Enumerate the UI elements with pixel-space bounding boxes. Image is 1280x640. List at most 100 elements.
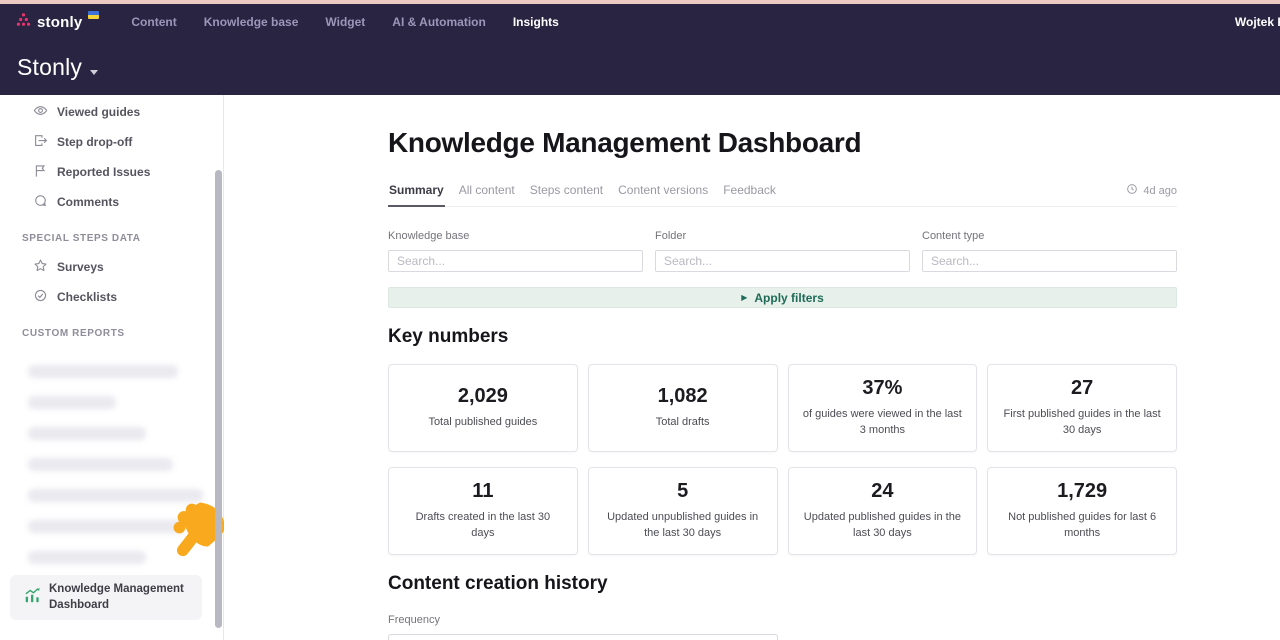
key-numbers-heading: Key numbers <box>388 326 509 347</box>
stat-label: First published guides in the last 30 da… <box>1003 408 1161 436</box>
workspace-title[interactable]: Stonly <box>17 54 83 80</box>
stat-card-total-drafts: 1,082 Total drafts <box>587 364 778 452</box>
stat-value: 1,082 <box>657 385 708 408</box>
knowledge-base-filter-label: Knowledge base <box>388 230 470 242</box>
stat-label: Not published guides for last 6 months <box>1008 511 1157 539</box>
clock-icon <box>1126 183 1138 198</box>
comment-icon <box>33 193 48 211</box>
sidebar-item-label: Knowledge Management Dashboard <box>49 583 184 611</box>
sidebar-item-checklists[interactable]: Checklists <box>0 282 223 312</box>
knowledge-base-filter-input[interactable] <box>388 250 643 272</box>
stat-card-first-published: 27 First published guides in the last 30… <box>987 364 1177 452</box>
stat-label: of guides were viewed in the last 3 mont… <box>802 408 962 436</box>
tab-summary[interactable]: Summary <box>388 183 445 207</box>
tab-feedback[interactable]: Feedback <box>723 183 776 197</box>
sidebar-item-surveys[interactable]: Surveys <box>0 252 223 282</box>
sidebar-item-comments[interactable]: Comments <box>0 187 223 217</box>
eye-icon <box>33 103 48 121</box>
chevron-down-icon[interactable] <box>90 62 99 80</box>
sidebar-scrollbar[interactable] <box>215 170 222 628</box>
stat-card-updated-published: 24 Updated published guides in the last … <box>787 467 978 555</box>
star-icon <box>33 258 48 276</box>
custom-reports-redacted-list <box>0 365 223 564</box>
frequency-select[interactable]: Monthly <box>388 634 778 640</box>
stat-label: Updated published guides in the last 30 … <box>803 511 961 539</box>
last-updated-text: 4d ago <box>1143 184 1177 197</box>
stat-card-viewed-percentage: 37% of guides were viewed in the last 3 … <box>787 364 978 452</box>
step-drop-off-icon <box>33 133 48 151</box>
nav-item-insights[interactable]: Insights <box>512 15 559 29</box>
sidebar-item-label: Comments <box>57 195 120 209</box>
workspace-header: Stonly <box>0 40 1280 95</box>
redacted-report-item[interactable] <box>28 458 173 471</box>
redacted-report-item[interactable] <box>28 396 116 409</box>
sidebar-item-step-drop-off[interactable]: Step drop-off <box>0 127 223 157</box>
stat-value: 2,029 <box>457 385 508 408</box>
sidebar-section-custom-reports: CUSTOM REPORTS <box>22 328 125 339</box>
apply-filters-label: Apply filters <box>754 290 824 305</box>
nav-item-widget[interactable]: Widget <box>325 15 366 29</box>
ukraine-flag-icon <box>88 11 100 19</box>
filters-row: Knowledge base Folder Content type <box>388 230 1177 272</box>
nav-item-knowledge-base[interactable]: Knowledge base <box>203 15 299 29</box>
content-type-filter-label: Content type <box>922 230 985 242</box>
sidebar-section-special-steps-data: SPECIAL STEPS DATA <box>22 233 141 244</box>
redacted-report-item[interactable] <box>28 551 146 564</box>
sidebar-item-viewed-guides[interactable]: Viewed guides <box>0 97 223 127</box>
tab-all-content[interactable]: All content <box>458 183 515 197</box>
sidebar-item-label: Surveys <box>57 260 104 274</box>
stat-label: Total drafts <box>655 416 710 429</box>
nav-item-ai-automation[interactable]: AI & Automation <box>392 15 486 29</box>
top-nav: stonly Content Knowledge base Widget AI … <box>0 4 1280 40</box>
key-numbers-grid: 2,029 Total published guides 1,082 Total… <box>388 364 1177 555</box>
pointing-hand-cursor-icon <box>166 497 225 576</box>
stat-value: 5 <box>677 480 689 503</box>
stat-card-updated-unpublished: 5 Updated unpublished guides in the last… <box>587 467 778 555</box>
sidebar-item-label: Checklists <box>57 290 118 304</box>
redacted-report-item[interactable] <box>28 365 178 378</box>
top-nav-menu: Content Knowledge base Widget AI & Autom… <box>131 15 558 29</box>
sidebar-item-label: Step drop-off <box>57 135 133 149</box>
user-menu[interactable]: Wojtek K <box>1234 15 1280 29</box>
top-accent-line <box>0 0 1280 4</box>
stat-card-total-published-guides: 2,029 Total published guides <box>388 364 578 452</box>
sidebar-item-label: Reported Issues <box>57 165 151 179</box>
frequency-label: Frequency <box>388 614 440 626</box>
nav-item-content[interactable]: Content <box>131 15 177 29</box>
stonly-logo[interactable]: stonly <box>16 11 100 32</box>
redacted-report-item[interactable] <box>28 489 203 502</box>
stat-label: Updated unpublished guides in the last 3… <box>607 511 759 539</box>
check-circle-icon <box>33 288 48 306</box>
sidebar-item-reported-issues[interactable]: Reported Issues <box>0 157 223 187</box>
tab-content-versions[interactable]: Content versions <box>618 183 709 197</box>
stonly-logo-icon <box>16 12 31 32</box>
dashboard-tabs: Summary All content Steps content Conten… <box>388 180 1177 207</box>
folder-filter-input[interactable] <box>655 250 910 272</box>
redacted-report-item[interactable] <box>28 427 146 440</box>
content-creation-history-heading: Content creation history <box>388 573 608 594</box>
redacted-report-item[interactable] <box>28 520 186 533</box>
stat-card-not-published: 1,729 Not published guides for last 6 mo… <box>987 467 1177 555</box>
folder-filter-label: Folder <box>655 230 687 242</box>
page-title: Knowledge Management Dashboard <box>388 127 862 158</box>
stat-value: 24 <box>871 480 894 503</box>
tab-steps-content[interactable]: Steps content <box>529 183 604 197</box>
stat-card-drafts-created: 11 Drafts created in the last 30 days <box>388 467 578 555</box>
stonly-logo-text: stonly <box>37 13 83 31</box>
main-area: Knowledge Management Dashboard Summary A… <box>224 95 1280 640</box>
sidebar-item-label: Viewed guides <box>57 105 141 119</box>
sidebar-item-knowledge-management-dashboard[interactable]: Knowledge Management Dashboard <box>10 575 202 621</box>
chart-icon <box>24 587 41 609</box>
stat-label: Total published guides <box>428 416 538 429</box>
stat-value: 1,729 <box>1057 480 1108 503</box>
last-updated-status: 4d ago <box>1126 183 1177 198</box>
flag-icon <box>33 163 48 181</box>
stat-label: Drafts created in the last 30 days <box>415 511 551 539</box>
apply-filters-button[interactable]: ▶ Apply filters <box>388 287 1177 308</box>
play-icon: ▶ <box>741 293 748 302</box>
stat-value: 11 <box>472 480 494 503</box>
content-type-filter-input[interactable] <box>922 250 1177 272</box>
insights-sidebar: Viewed guides Step drop-off Reported Iss… <box>0 95 225 640</box>
stat-value: 37% <box>862 377 903 400</box>
stat-value: 27 <box>1071 377 1094 400</box>
